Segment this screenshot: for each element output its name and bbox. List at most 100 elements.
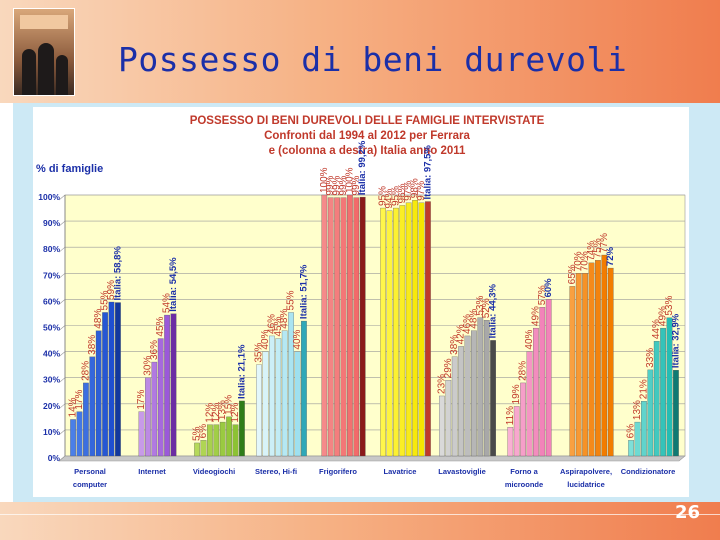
bar: [412, 200, 418, 457]
data-label: 13%: [632, 400, 643, 420]
bar: [145, 377, 151, 457]
page-number: 26: [674, 502, 700, 523]
data-label: 40%: [292, 329, 303, 349]
bar: [660, 327, 666, 457]
y-tick-label: 0%: [48, 453, 61, 463]
bar: [200, 440, 207, 457]
bar-italia: [301, 320, 307, 457]
data-label: 12%: [230, 403, 241, 423]
y-tick-label: 70%: [43, 270, 60, 280]
data-label: 70%: [580, 251, 591, 271]
x-category-label: Aspirapolvere,: [560, 467, 612, 476]
bar: [418, 202, 425, 457]
bar: [647, 369, 654, 457]
data-label-italia: Italia: 21,1%: [236, 344, 247, 399]
bar: [226, 416, 232, 457]
data-label: 55%: [286, 290, 297, 310]
data-label: 48%: [93, 309, 104, 329]
bar-italia: [425, 201, 431, 457]
bar: [386, 210, 393, 457]
bar: [464, 335, 471, 457]
x-category-label: Lavatrice: [384, 467, 417, 476]
bar: [507, 427, 514, 457]
bar: [477, 317, 484, 457]
data-label: 65%: [567, 264, 578, 284]
data-label: 45%: [155, 316, 166, 336]
data-label-italia: 72%: [605, 247, 616, 267]
slide-title: Possesso di beni durevoli: [118, 40, 628, 79]
data-label: 38%: [449, 335, 460, 355]
gridline-side: [58, 351, 66, 357]
bar: [439, 395, 445, 457]
data-label: 23%: [436, 374, 447, 394]
data-label: 96%: [397, 183, 408, 203]
footer-band: [0, 502, 720, 540]
gridline-side: [58, 455, 66, 462]
data-label: 49%: [530, 306, 541, 326]
bar-italia: [239, 400, 245, 457]
y-tick-label: 100%: [38, 192, 60, 202]
bar: [256, 364, 262, 457]
bar: [138, 411, 145, 457]
chart-title-line: Confronti dal 1994 al 2012 per Ferrara: [264, 130, 470, 142]
x-category-label: Lavastoviglie: [438, 467, 486, 476]
photo-figure: [56, 55, 68, 95]
bar: [288, 312, 294, 457]
bar: [275, 338, 282, 457]
bar-italia: [170, 313, 177, 457]
bar-italia: [115, 302, 121, 457]
x-category-label: Condizionatore: [621, 467, 676, 476]
data-label: 95%: [378, 186, 389, 206]
data-label-italia: Italia: 51,7%: [298, 264, 309, 319]
data-label: 100%: [344, 167, 355, 193]
bar: [157, 338, 164, 457]
bar: [653, 341, 660, 457]
bar: [380, 207, 386, 457]
bar: [232, 424, 239, 457]
data-label: 98%: [410, 178, 421, 198]
data-label: 99%: [332, 175, 343, 195]
data-label: 36%: [149, 340, 160, 360]
gridline-side: [58, 273, 66, 279]
data-label: 57%: [537, 285, 548, 305]
y-tick-label: 30%: [43, 375, 60, 385]
data-label: 30%: [142, 356, 153, 376]
bar-italia: [673, 369, 679, 457]
header-band: Possesso di beni durevoli: [0, 0, 720, 103]
data-label: 45%: [273, 316, 284, 336]
y-tick-label: 90%: [43, 218, 60, 228]
data-label: 95%: [390, 186, 401, 206]
bar: [164, 314, 170, 457]
data-label: 99%: [338, 175, 349, 195]
data-label: 28%: [80, 361, 91, 381]
y-tick-label: 10%: [43, 427, 60, 437]
data-label: 54%: [162, 293, 173, 313]
data-label: 38%: [87, 335, 98, 355]
gridline-side: [58, 377, 66, 383]
data-label: 33%: [645, 348, 656, 368]
y-tick-label: 80%: [43, 244, 60, 254]
data-label: 48%: [468, 309, 479, 329]
photo-sign-decoration: [20, 15, 68, 29]
header-photo: [13, 8, 75, 96]
gridline-side: [58, 429, 66, 436]
data-label: 15%: [224, 395, 235, 415]
x-category-label: microonde: [505, 480, 543, 489]
data-label: 94%: [384, 189, 395, 209]
x-category-label: Personal: [74, 467, 106, 476]
bar: [405, 202, 412, 457]
bar: [89, 356, 96, 457]
data-label: 46%: [266, 314, 277, 334]
bar-chart: POSSESSO DI BENI DUREVOLI DELLE FAMIGLIE…: [36, 115, 686, 489]
data-label: 17%: [74, 390, 85, 410]
data-label: 13%: [217, 400, 228, 420]
data-label: 74%: [586, 241, 597, 261]
bar: [194, 442, 200, 457]
y-tick-label: 40%: [43, 349, 60, 359]
bar: [582, 273, 588, 457]
data-label: 12%: [211, 403, 222, 423]
data-label: 70%: [573, 251, 584, 271]
data-label-italia: Italia: 58,8%: [112, 246, 123, 301]
bar: [102, 312, 108, 457]
data-label-italia: Italia: 54,5%: [168, 257, 179, 312]
